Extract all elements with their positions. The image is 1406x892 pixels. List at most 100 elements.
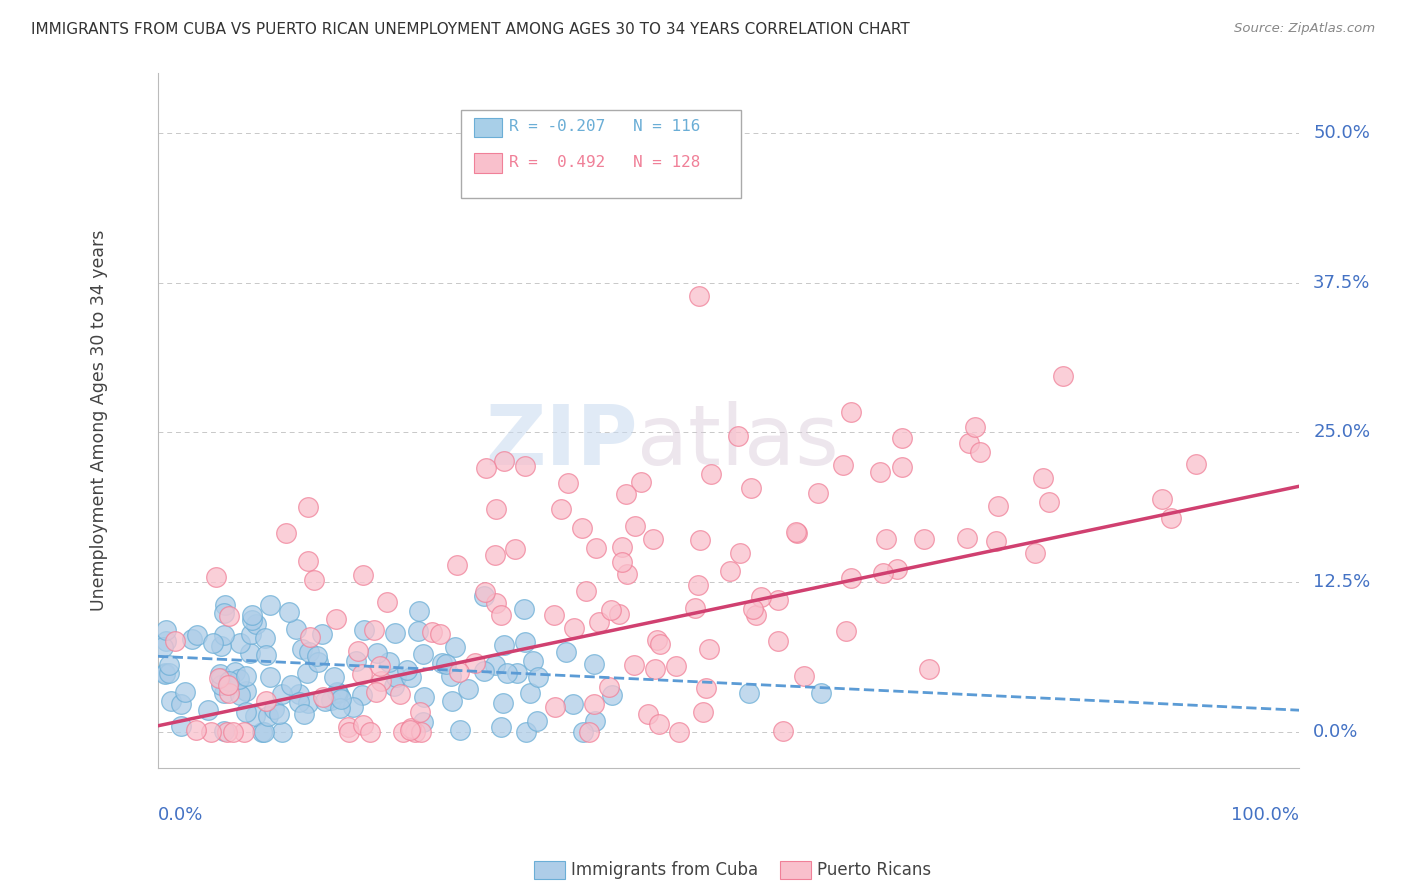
Point [1032,471,1054,485]
Point [311,627,333,641]
Point [875,532,897,546]
Point [169,719,191,733]
Text: 100.0%: 100.0% [1232,805,1299,824]
Point [344,654,367,668]
Point [297,665,319,680]
Point [267,707,290,722]
Point [218,674,240,689]
Point [575,584,598,599]
Point [350,667,373,681]
Point [730,546,752,560]
Point [835,624,858,638]
Point [375,594,398,608]
Point [389,687,412,701]
Point [329,691,352,706]
Point [259,670,281,684]
Point [217,678,239,692]
Point [215,724,238,739]
Point [583,714,606,729]
Point [697,642,720,657]
Point [378,655,401,669]
Point [155,623,177,637]
Point [650,637,672,651]
Point [366,647,388,661]
Point [337,720,360,734]
Point [623,658,645,673]
Point [616,566,638,581]
Point [278,605,301,619]
Point [208,671,231,685]
Point [807,486,830,500]
Text: ZIP: ZIP [485,401,637,482]
Point [329,690,352,704]
Point [384,625,406,640]
Point [1052,369,1074,384]
Point [239,627,262,641]
Point [382,679,405,693]
Point [152,640,174,654]
Point [515,724,537,739]
Point [202,636,225,650]
Point [323,670,346,684]
Point [683,601,706,615]
Point [1038,495,1060,509]
Point [222,724,245,739]
Point [766,593,789,607]
Point [738,686,761,700]
Point [550,502,572,516]
Point [214,685,236,699]
Point [184,723,207,737]
Point [326,686,349,700]
Point [399,670,422,684]
Point [239,646,262,660]
Point [353,624,375,638]
Point [472,664,495,678]
Point [489,607,512,622]
Point [242,607,264,622]
Text: Source: ZipAtlas.com: Source: ZipAtlas.com [1234,22,1375,36]
Point [474,589,496,603]
Point [503,542,526,557]
Point [475,461,498,475]
Point [643,532,665,546]
Text: 50.0%: 50.0% [1313,124,1369,142]
Point [259,598,281,612]
Point [298,630,321,644]
Point [212,628,235,642]
Point [449,723,471,737]
Point [506,666,529,681]
Point [957,436,980,450]
Point [155,665,177,680]
Point [359,724,381,739]
Point [484,548,506,562]
Point [519,686,541,700]
Point [447,665,470,680]
Text: 12.5%: 12.5% [1313,573,1371,591]
Point [412,647,434,661]
Text: atlas: atlas [637,401,839,482]
Point [496,666,519,681]
Point [526,714,548,728]
Point [352,567,374,582]
Point [368,659,391,673]
Point [688,288,710,302]
Point [474,584,496,599]
Point [578,724,600,739]
Point [727,429,749,443]
Point [766,633,789,648]
Point [370,673,392,688]
Point [212,724,235,739]
Point [228,673,250,687]
Point [644,662,666,676]
Point [610,555,633,569]
Point [229,688,252,702]
Point [562,621,585,635]
Point [647,716,669,731]
Point [314,694,336,708]
Point [155,633,177,648]
Point [793,669,815,683]
Point [630,475,652,490]
Point [571,521,593,535]
Point [250,724,273,739]
Point [645,633,668,648]
